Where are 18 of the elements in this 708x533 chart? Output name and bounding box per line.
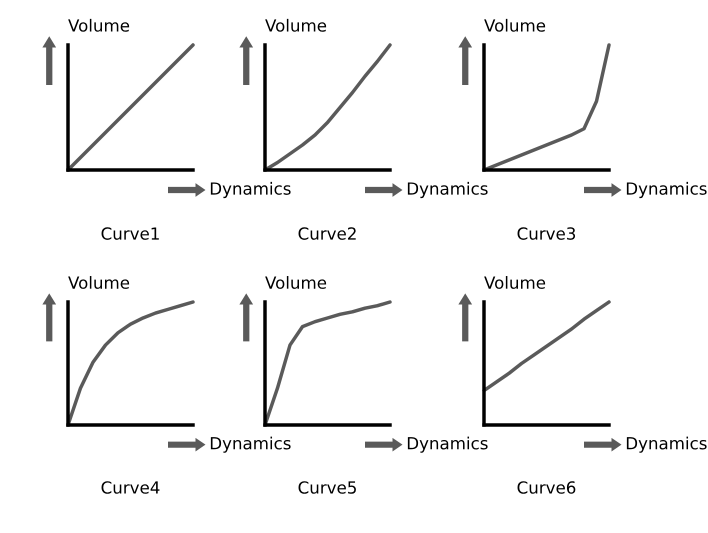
y-axis-title: Volume	[68, 276, 130, 289]
y-axis-title: Volume	[484, 18, 546, 32]
text: Curve4	[102, 481, 160, 494]
x-axis-title: Dynamics	[210, 182, 291, 198]
text: Curve3	[518, 227, 576, 240]
text: Curve5	[298, 481, 356, 494]
text: Curve1	[102, 227, 159, 240]
x-axis-title: Dynamics	[408, 436, 488, 453]
y-axis-title: Volume	[484, 276, 546, 289]
x-axis-title: Dynamics	[626, 182, 707, 198]
text: Curve2	[298, 227, 356, 240]
x-axis-title: Dynamics	[408, 182, 488, 198]
text: Curve6	[518, 481, 576, 494]
y-axis-title: Volume	[265, 18, 326, 32]
y-axis-title: Volume	[68, 18, 130, 32]
y-axis-title: Volume	[265, 276, 326, 289]
x-axis-title: Dynamics	[626, 436, 707, 453]
x-axis-title: Dynamics	[210, 436, 291, 453]
